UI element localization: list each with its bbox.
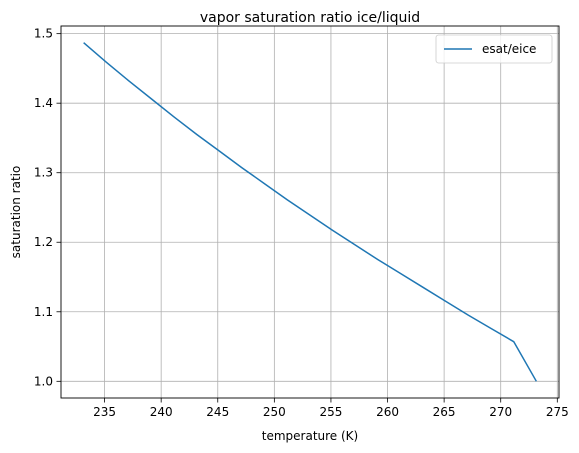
plot-frame xyxy=(60,25,560,399)
y-axis-label: saturation ratio xyxy=(9,166,23,259)
y-tick-label: 1.4 xyxy=(34,96,53,110)
chart-title: vapor saturation ratio ice/liquid xyxy=(200,10,420,26)
x-tick-label: 255 xyxy=(319,405,342,419)
y-tick-label: 1.5 xyxy=(34,27,53,41)
grid xyxy=(61,26,559,398)
series-layer xyxy=(83,42,538,382)
x-tick-label: 270 xyxy=(489,405,512,419)
legend-label: esat/eice xyxy=(482,42,536,56)
legend: esat/eice xyxy=(435,34,553,64)
x-axis-label: temperature (K) xyxy=(262,429,358,443)
x-tick-label: 260 xyxy=(376,405,399,419)
x-tick-label: 240 xyxy=(150,405,173,419)
x-axis: 235 240 245 250 255 260 265 270 275 xyxy=(93,398,569,419)
y-axis: 1.0 1.1 1.2 1.3 1.4 1.5 xyxy=(34,27,61,388)
x-tick-label: 275 xyxy=(546,405,569,419)
y-tick-label: 1.2 xyxy=(34,235,53,249)
y-tick-label: 1.1 xyxy=(34,305,53,319)
x-tick-label: 245 xyxy=(206,405,229,419)
y-tick-label: 1.3 xyxy=(34,166,53,180)
x-tick-label: 235 xyxy=(93,405,116,419)
legend-box xyxy=(435,34,553,64)
series-line xyxy=(83,42,538,382)
y-tick-label: 1.0 xyxy=(34,374,53,388)
x-tick-label: 250 xyxy=(263,405,286,419)
x-tick-label: 265 xyxy=(433,405,456,419)
